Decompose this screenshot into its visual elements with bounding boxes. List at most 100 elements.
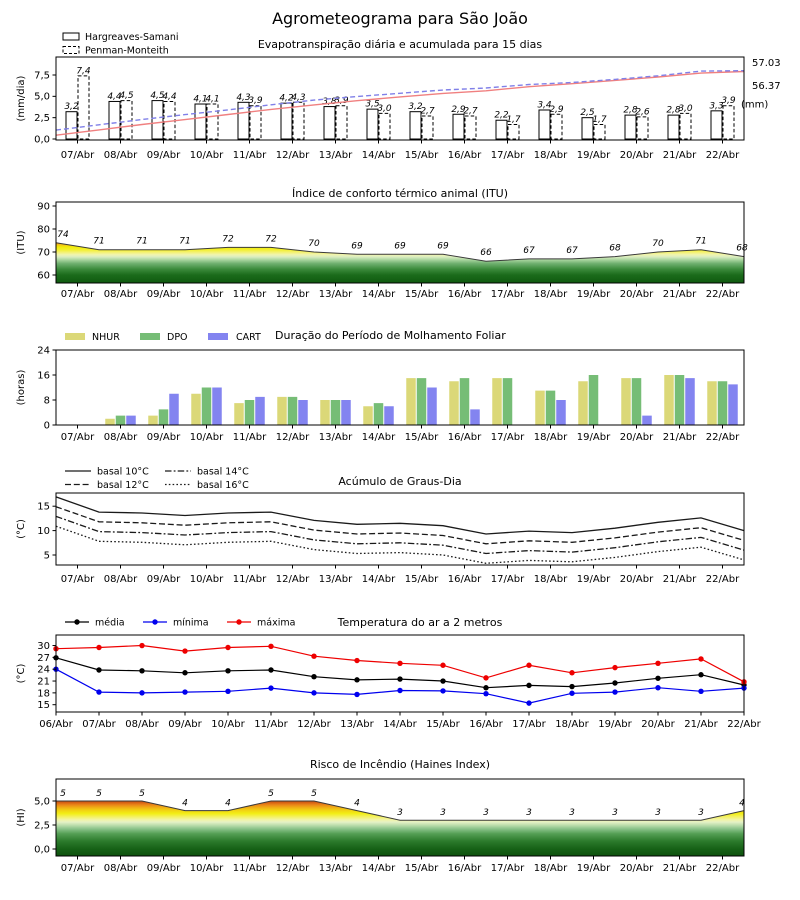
y-axis-label: (°C)	[16, 664, 27, 684]
bar-hargreaves	[624, 114, 637, 140]
x-tick-label: 14/Abr	[362, 150, 396, 161]
value-label: 4	[739, 799, 745, 809]
x-tick-label: 08/Abr	[125, 719, 159, 730]
bar-value-label: 3,0	[377, 104, 392, 114]
x-tick-label: 15/Abr	[405, 150, 439, 161]
line-basal-16°C	[55, 525, 745, 564]
bar-dpo	[158, 409, 169, 425]
bar-penman	[636, 116, 649, 140]
x-tick-label: 18/Abr	[555, 719, 589, 730]
y-tick-label: 18	[37, 688, 50, 699]
marker-máxima	[526, 662, 532, 668]
bar-value-label: 4,5	[150, 91, 165, 101]
value-label: 74	[57, 230, 69, 240]
chart-evapotranspiracao: Hargreaves-Samani Penman-Monteith Evapotra…	[16, 32, 781, 161]
bar-penman	[421, 115, 434, 140]
bar-hargreaves	[538, 109, 551, 140]
marker-média	[225, 668, 231, 674]
marker-máxima	[440, 662, 446, 668]
x-tick-label: 12/Abr	[297, 719, 331, 730]
x-tick-label: 20/Abr	[641, 719, 675, 730]
x-tick-label: 21/Abr	[684, 719, 718, 730]
bar-value-label: 3,9	[334, 96, 349, 106]
bar-hargreaves	[323, 106, 336, 140]
bar-nhur	[664, 375, 674, 425]
bar-value-label: 1,7	[506, 115, 521, 125]
x-tick-label: 22/Abr	[706, 863, 740, 874]
area-fill	[56, 242, 744, 283]
marker-média	[139, 668, 145, 674]
x-tick-label: 21/Abr	[663, 289, 697, 300]
marker-máxima	[182, 648, 188, 654]
chart-haines: Risco de Incêndio (Haines Index) 5 5 5 4 4 5 5 4…	[16, 758, 745, 874]
bar-nhur	[406, 378, 416, 425]
x-tick-label: 10/Abr	[190, 289, 224, 300]
marker-máxima	[225, 644, 231, 651]
x-tick-label: 14/Abr	[362, 289, 396, 300]
x-tick-label: 21/Abr	[663, 150, 697, 161]
value-label: 66	[480, 248, 492, 258]
x-tick-label: 18/Abr	[534, 574, 568, 585]
x-tick-label: 14/Abr	[383, 719, 417, 730]
x-tick-label: 12/Abr	[276, 150, 310, 161]
x-tick-label: 14/Abr	[362, 574, 396, 585]
legend-label-basal: basal 14°C	[197, 467, 249, 478]
bar-nhur	[191, 393, 201, 425]
x-tick-label: 15/Abr	[405, 574, 439, 585]
marker-mínima	[698, 688, 704, 694]
x-tick-label: 07/Abr	[82, 719, 116, 730]
accumulated-penman-total: 57.03	[752, 58, 781, 69]
y-tick-label: 27	[37, 653, 50, 664]
x-tick-label: 17/Abr	[491, 289, 525, 300]
x-tick-label: 15/Abr	[426, 719, 460, 730]
y-tick-label: 0,0	[34, 844, 50, 855]
marker-mínima	[96, 689, 102, 695]
x-tick-label: 15/Abr	[405, 289, 439, 300]
legend-marker-mínima	[152, 619, 158, 625]
y-tick-label: 10	[37, 526, 50, 537]
legend-swatch-hargreaves	[62, 32, 80, 41]
value-label: 71	[93, 237, 104, 247]
legend-swatch-nhur	[65, 333, 85, 340]
x-tick-label: 11/Abr	[233, 863, 267, 874]
bar-nhur	[148, 415, 158, 425]
marker-máxima	[698, 656, 704, 662]
x-tick-label: 11/Abr	[254, 719, 288, 730]
x-tick-label: 08/Abr	[104, 863, 138, 874]
line-mínima	[55, 668, 745, 704]
bar-value-label: 2,8	[666, 106, 681, 116]
marker-mínima	[526, 700, 532, 706]
y-tick-label: 24	[37, 345, 50, 356]
bar-penman	[722, 105, 735, 140]
accumulated-hargreaves-total: 56.37	[752, 81, 781, 92]
x-tick-label: 19/Abr	[577, 289, 611, 300]
marker-máxima	[139, 642, 145, 649]
bar-value-label: 4,3	[291, 93, 306, 103]
value-label: 3	[397, 808, 403, 818]
plot-border	[55, 201, 745, 284]
bar-value-label: 3,9	[721, 96, 736, 106]
line-basal-10°C	[55, 496, 745, 535]
legend-marker-máxima	[236, 619, 242, 625]
x-tick-label: 14/Abr	[362, 863, 396, 874]
bar-dpo	[201, 387, 212, 425]
bar-value-label: 4,4	[162, 92, 177, 102]
x-tick-label: 16/Abr	[448, 289, 482, 300]
value-label: 3	[655, 808, 661, 818]
bar-cart	[427, 387, 437, 425]
x-tick-label: 22/Abr	[706, 289, 740, 300]
value-label: 5	[311, 789, 317, 799]
x-tick-label: 09/Abr	[147, 289, 181, 300]
x-tick-label: 12/Abr	[276, 574, 310, 585]
marker-máxima	[354, 657, 360, 664]
y-tick-label: 30	[37, 641, 50, 652]
x-tick-label: 07/Abr	[61, 150, 95, 161]
plot-border	[55, 349, 745, 426]
bar-dpo	[115, 415, 126, 425]
x-tick-label: 13/Abr	[319, 574, 353, 585]
bar-dpo	[373, 403, 384, 425]
legend-swatch-penman	[62, 46, 80, 54]
marker-média	[96, 667, 102, 673]
